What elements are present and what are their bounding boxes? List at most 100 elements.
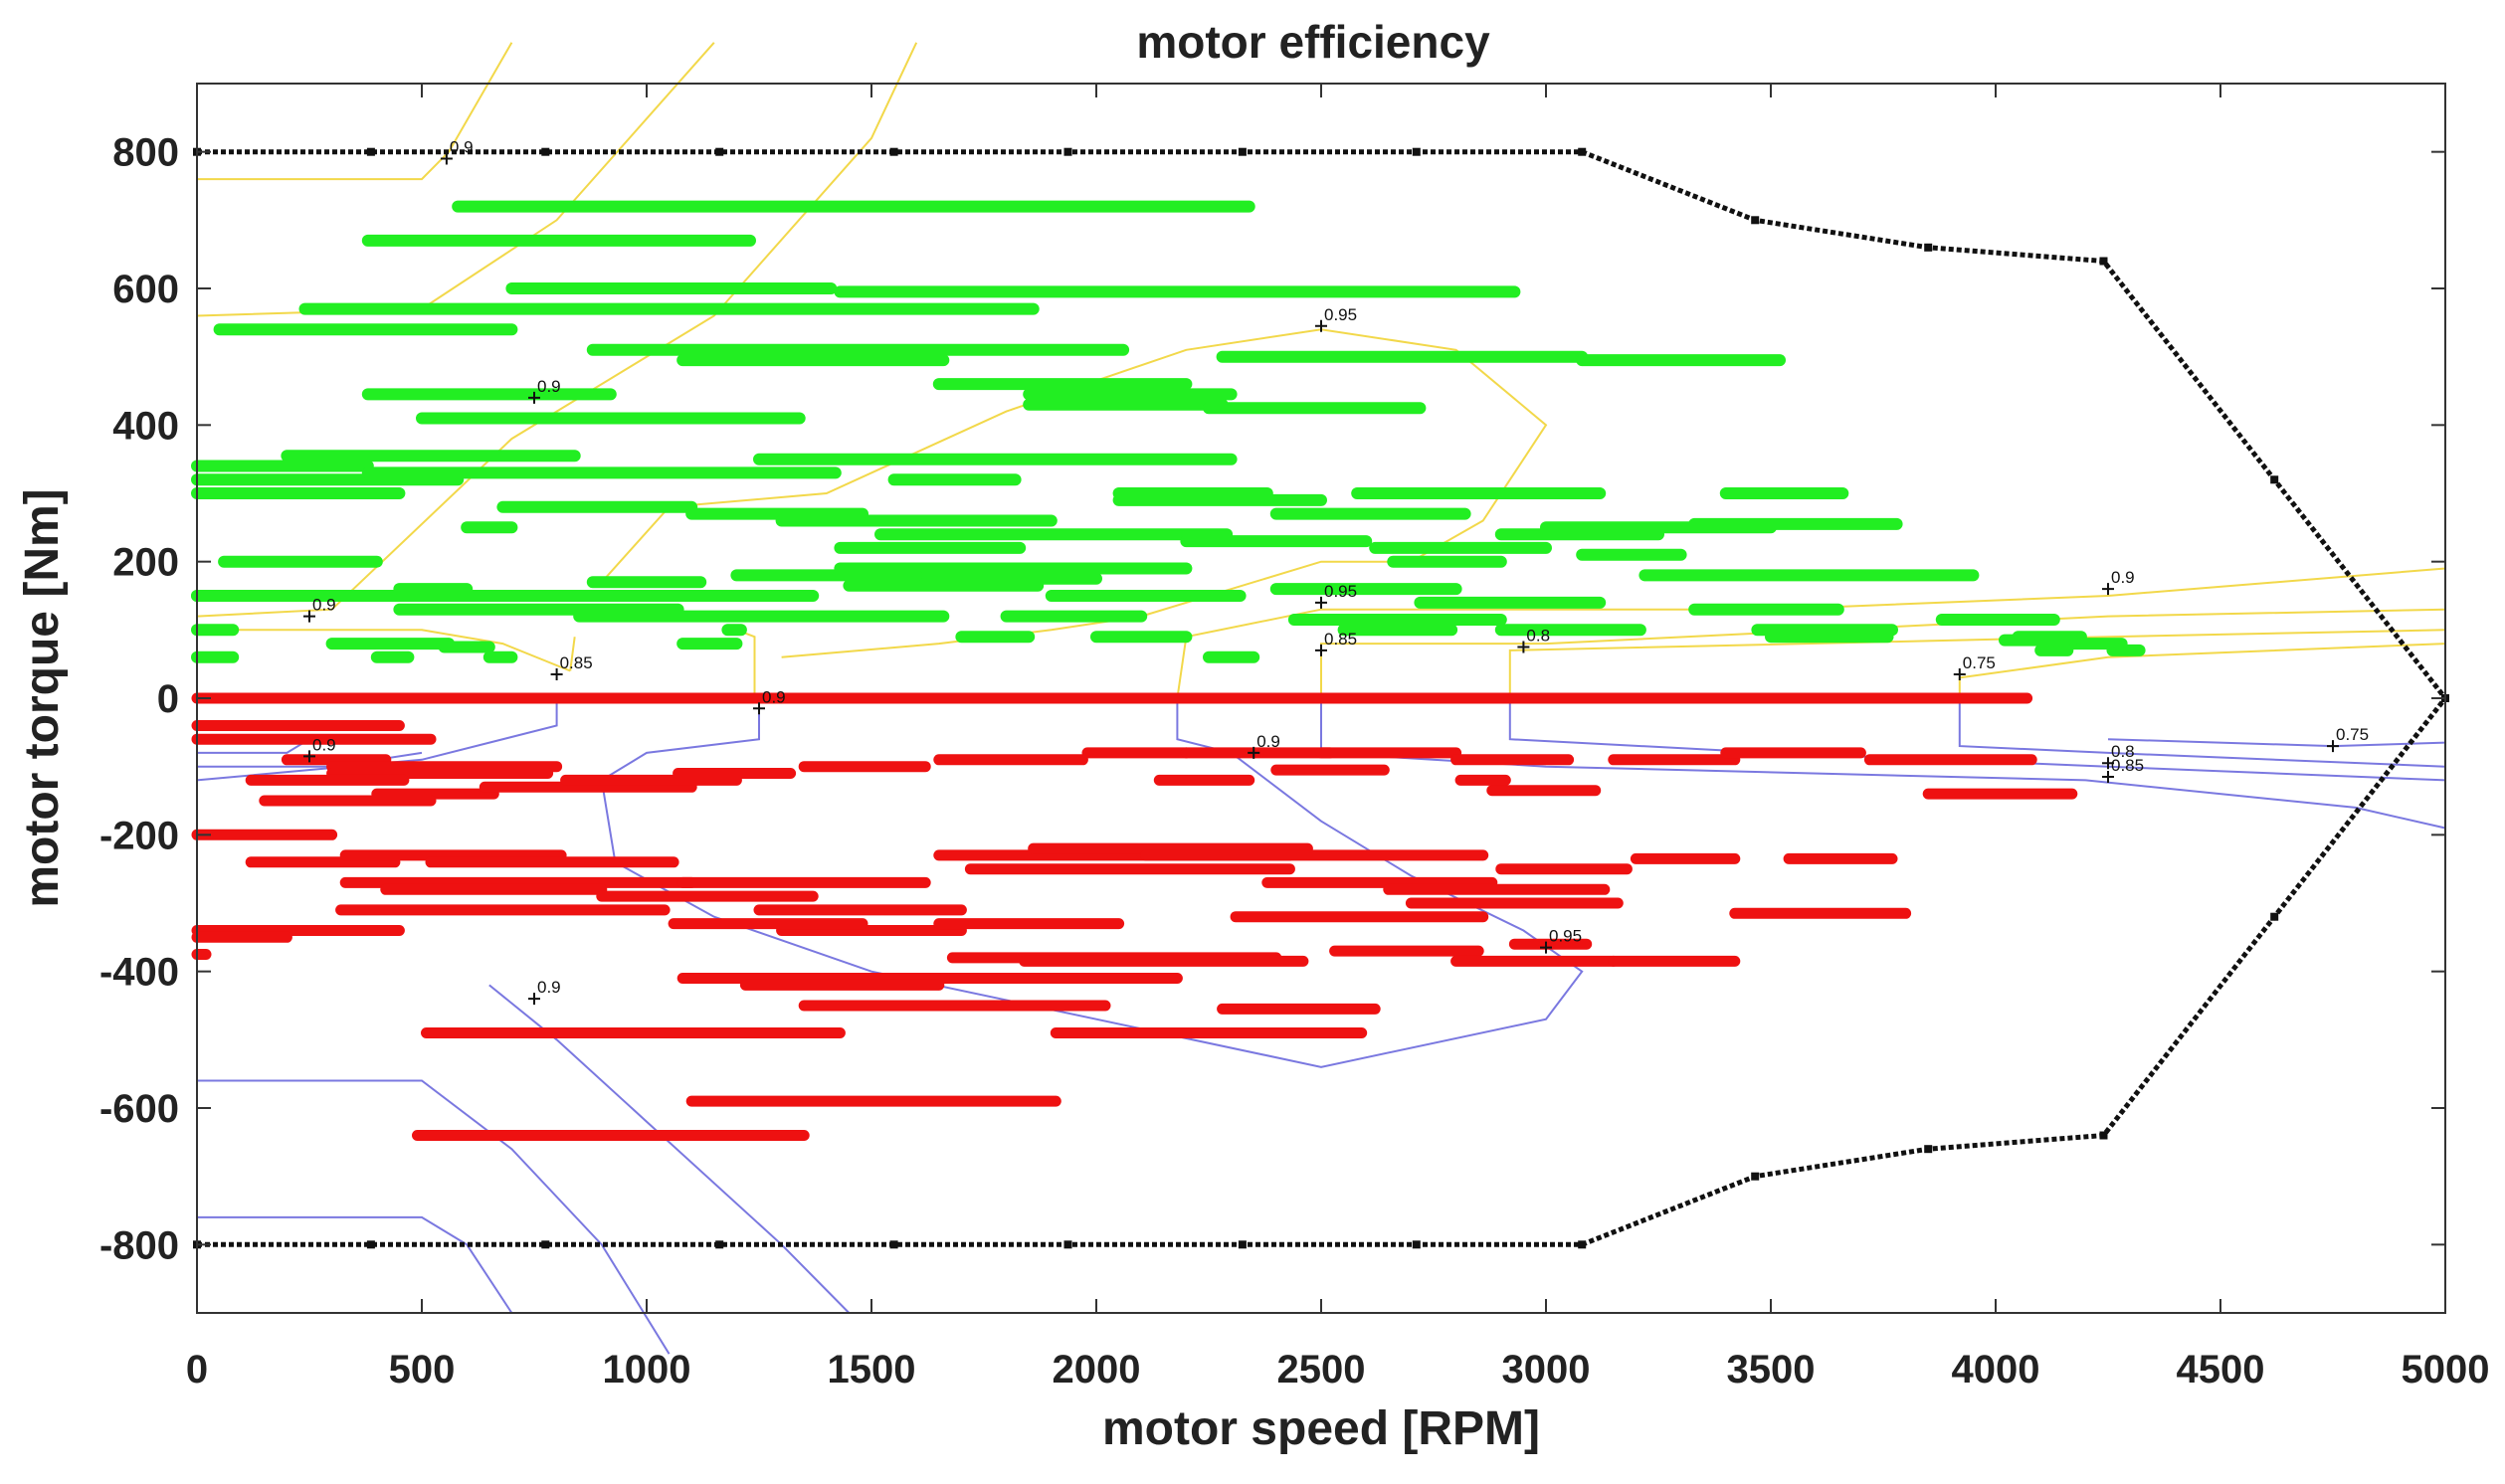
- contour-label-marker: [1517, 641, 1530, 653]
- envelope-lower-marker: [1063, 1240, 1072, 1249]
- y-tick-label: -400: [99, 951, 179, 995]
- contour-label-marker: [550, 668, 563, 680]
- envelope-lower-marker: [889, 1240, 898, 1249]
- contour-motoring-9: [1508, 629, 2446, 698]
- contour-regen-10: [488, 984, 851, 1314]
- contour-regen-0: [196, 698, 558, 782]
- contour-label-marker: [753, 702, 765, 715]
- contour-label: 0.95: [1549, 927, 1582, 946]
- contour-regen-6: [1958, 698, 2446, 768]
- y-tick-label: 200: [112, 541, 179, 585]
- contour-label: 0.85: [560, 653, 593, 672]
- x-tick-label: 3500: [1727, 1348, 1816, 1391]
- contour-motoring-10: [1958, 643, 2446, 698]
- envelope-upper-marker: [2099, 257, 2108, 266]
- contour-label: 0.9: [450, 138, 474, 157]
- contour-motoring-6: [601, 328, 1548, 658]
- contour-label: 0.95: [1324, 582, 1357, 601]
- contour-label-marker: [528, 391, 540, 404]
- envelope-upper-marker: [1412, 147, 1421, 156]
- envelope-lower-marker: [1578, 1240, 1587, 1249]
- contour-label-marker: [1540, 941, 1552, 954]
- envelope-upper-marker: [2270, 475, 2279, 484]
- x-tick-label: 500: [389, 1348, 456, 1391]
- contour-label-marker: [1248, 746, 1260, 759]
- y-tick-label: -200: [99, 814, 179, 857]
- x-tick-label: 2000: [1053, 1348, 1141, 1391]
- contour-label-marker: [2102, 757, 2114, 770]
- envelope-upper-marker: [541, 147, 550, 156]
- contour-label: 0.9: [1256, 732, 1280, 751]
- y-tick-label: -600: [99, 1087, 179, 1131]
- envelope-lower-marker: [2270, 912, 2279, 921]
- x-tick-label: 4500: [2177, 1348, 2265, 1391]
- y-tick-label: 0: [157, 677, 179, 721]
- contour-label: 0.9: [2111, 568, 2135, 587]
- x-tick-label: 1500: [828, 1348, 916, 1391]
- contour-label-marker: [303, 750, 315, 763]
- contour-label: 0.9: [312, 596, 336, 615]
- envelope-upper-marker: [889, 147, 898, 156]
- x-axis-ticks: 0 500 1000 1500 2000 2500 3000 3500 4000 4500 5000: [186, 84, 2490, 1391]
- contour-label-marker: [1315, 319, 1327, 332]
- contour-label: 0.75: [1963, 653, 1996, 672]
- envelope-upper-marker: [1751, 216, 1760, 225]
- x-tick-label: 4000: [1952, 1348, 2040, 1391]
- contour-motoring-4: [569, 637, 576, 671]
- contour-motoring-8: [1320, 608, 2446, 698]
- envelope-lower-marker: [541, 1240, 550, 1249]
- contour-label: 0.85: [1324, 630, 1357, 649]
- y-tick-label: -800: [99, 1223, 179, 1267]
- contour-label: 0.95: [1324, 305, 1357, 324]
- contour-label-marker: [440, 152, 453, 165]
- envelope-upper-marker: [1238, 147, 1247, 156]
- contour-label: 0.85: [2111, 756, 2144, 775]
- envelope-upper-marker: [366, 147, 375, 156]
- contour-regen-8: [197, 1079, 671, 1355]
- contour-label-marker: [303, 610, 315, 623]
- contour-label-marker: [1315, 644, 1327, 656]
- contour-motoring-0: [197, 42, 513, 181]
- contour-regen-3: [600, 698, 1584, 1068]
- envelope-upper-marker: [1063, 147, 1072, 156]
- motoring-operating-points: [191, 200, 2146, 663]
- envelope-lower-marker: [1751, 1172, 1760, 1181]
- y-tick-label: 800: [112, 131, 179, 175]
- contour-label: 0.9: [537, 978, 561, 997]
- y-axis-ticks: -800 -600 -400 -200 0 200 400 600 800: [99, 131, 2445, 1267]
- x-tick-label: 5000: [2402, 1348, 2490, 1391]
- envelope-lower-marker: [1412, 1240, 1421, 1249]
- x-axis-label: motor speed [RPM]: [1102, 1402, 1540, 1455]
- x-tick-label: 3000: [1502, 1348, 1591, 1391]
- contour-label: 0.8: [1526, 627, 1550, 646]
- y-axis-label: motor torque [Nm]: [16, 488, 69, 907]
- x-tick-label: 1000: [603, 1348, 691, 1391]
- contour-label-marker: [2327, 740, 2339, 753]
- contour-regen-4: [1320, 698, 2446, 830]
- contour-labels: 0.90.90.950.950.850.850.80.750.90.90.90.…: [303, 138, 2369, 1006]
- envelope-lower-marker: [2099, 1131, 2108, 1140]
- contour-label: 0.9: [762, 687, 786, 706]
- contour-label-marker: [1953, 668, 1966, 680]
- contour-motoring-7: [1176, 567, 2446, 699]
- contour-motoring-3: [197, 629, 571, 672]
- envelope-lower-marker: [715, 1240, 724, 1249]
- envelope-lower-marker: [366, 1240, 375, 1249]
- envelope-upper-marker: [1578, 147, 1587, 156]
- plot-area: 0.90.90.950.950.850.850.80.750.90.90.90.…: [191, 42, 2449, 1355]
- y-tick-label: 600: [112, 268, 179, 311]
- envelope-upper-marker: [715, 147, 724, 156]
- contour-label: 0.8: [2111, 742, 2135, 761]
- contour-label-marker: [2102, 583, 2114, 596]
- contour-label-marker: [1315, 596, 1327, 609]
- envelope-lower-line: [197, 696, 2447, 1247]
- contour-label: 0.9: [537, 377, 561, 396]
- contour-label: 0.75: [2336, 725, 2369, 744]
- envelope-lower-marker: [1924, 1145, 1933, 1154]
- envelope-lower-marker: [1238, 1240, 1247, 1249]
- chart-title: motor efficiency: [1136, 16, 1490, 68]
- envelope-upper-line: [197, 149, 2447, 700]
- contour-regen-9: [197, 1215, 513, 1314]
- regen-operating-points: [191, 692, 2078, 1141]
